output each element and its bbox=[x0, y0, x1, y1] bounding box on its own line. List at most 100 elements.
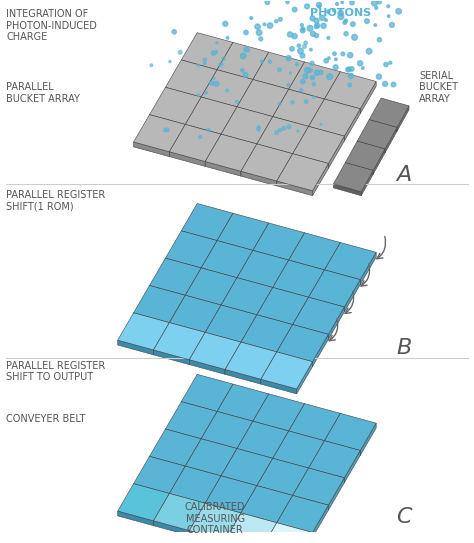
Polygon shape bbox=[309, 270, 360, 307]
Polygon shape bbox=[225, 513, 241, 543]
Polygon shape bbox=[273, 458, 309, 473]
Polygon shape bbox=[185, 124, 221, 139]
Point bbox=[337, 12, 345, 21]
Polygon shape bbox=[345, 109, 360, 141]
Polygon shape bbox=[292, 325, 328, 339]
Point bbox=[291, 5, 299, 14]
Polygon shape bbox=[261, 523, 277, 543]
Point bbox=[245, 46, 253, 55]
Polygon shape bbox=[292, 297, 309, 330]
Polygon shape bbox=[154, 521, 189, 535]
Polygon shape bbox=[253, 52, 269, 84]
Polygon shape bbox=[205, 476, 257, 513]
Polygon shape bbox=[277, 495, 328, 533]
Polygon shape bbox=[257, 287, 273, 320]
Text: PARALLEL REGISTER
SHIFT(1 ROM): PARALLEL REGISTER SHIFT(1 ROM) bbox=[6, 190, 106, 211]
Point bbox=[316, 2, 323, 11]
Polygon shape bbox=[149, 456, 185, 471]
Point bbox=[331, 49, 338, 58]
Point bbox=[338, 0, 346, 7]
Point bbox=[325, 34, 332, 42]
Point bbox=[205, 125, 212, 134]
Point bbox=[264, 0, 271, 7]
Polygon shape bbox=[261, 379, 297, 394]
Polygon shape bbox=[201, 241, 217, 273]
Point bbox=[376, 0, 383, 6]
Point bbox=[254, 22, 262, 31]
Polygon shape bbox=[292, 297, 345, 334]
Polygon shape bbox=[328, 307, 345, 339]
Point bbox=[170, 28, 178, 36]
Polygon shape bbox=[257, 117, 309, 154]
Point bbox=[299, 77, 307, 86]
Polygon shape bbox=[325, 99, 360, 113]
Text: PARALLEL
BUCKET ARRAY: PARALLEL BUCKET ARRAY bbox=[6, 83, 80, 104]
Polygon shape bbox=[205, 503, 241, 518]
Polygon shape bbox=[309, 441, 325, 473]
Point bbox=[314, 21, 321, 30]
Point bbox=[299, 25, 307, 34]
Point bbox=[322, 56, 330, 65]
Polygon shape bbox=[292, 468, 345, 505]
Point bbox=[277, 15, 284, 24]
Polygon shape bbox=[292, 468, 309, 500]
Point bbox=[289, 98, 296, 106]
Point bbox=[317, 68, 325, 77]
Text: SERIAL
BUCKET
ARRAY: SERIAL BUCKET ARRAY bbox=[419, 71, 458, 104]
Point bbox=[372, 21, 379, 29]
Polygon shape bbox=[312, 334, 328, 367]
Point bbox=[224, 34, 231, 42]
Polygon shape bbox=[169, 494, 205, 508]
Polygon shape bbox=[253, 52, 305, 89]
Point bbox=[196, 132, 204, 141]
Polygon shape bbox=[134, 286, 185, 323]
Polygon shape bbox=[309, 99, 325, 131]
Polygon shape bbox=[333, 184, 361, 195]
Polygon shape bbox=[217, 384, 233, 416]
Polygon shape bbox=[345, 280, 360, 312]
Polygon shape bbox=[289, 62, 340, 99]
Polygon shape bbox=[189, 503, 205, 535]
Polygon shape bbox=[325, 270, 360, 285]
Polygon shape bbox=[237, 449, 273, 463]
Point bbox=[201, 59, 209, 67]
Polygon shape bbox=[185, 97, 237, 134]
Point bbox=[342, 16, 350, 25]
Point bbox=[242, 71, 249, 79]
Polygon shape bbox=[241, 315, 292, 352]
Polygon shape bbox=[149, 115, 185, 129]
Polygon shape bbox=[261, 352, 312, 389]
Point bbox=[147, 61, 155, 70]
Point bbox=[242, 45, 250, 54]
Polygon shape bbox=[189, 531, 225, 543]
Polygon shape bbox=[277, 325, 328, 362]
Polygon shape bbox=[345, 451, 360, 483]
Point bbox=[202, 89, 210, 97]
Point bbox=[164, 125, 171, 134]
Point bbox=[309, 29, 317, 38]
Text: PARALLEL REGISTER
SHIFT TO OUTPUT: PARALLEL REGISTER SHIFT TO OUTPUT bbox=[6, 361, 106, 382]
Polygon shape bbox=[154, 350, 189, 364]
Polygon shape bbox=[292, 154, 328, 168]
Point bbox=[319, 14, 326, 22]
Point bbox=[332, 63, 339, 72]
Polygon shape bbox=[205, 134, 257, 171]
Point bbox=[220, 54, 228, 63]
Point bbox=[382, 60, 390, 69]
Point bbox=[201, 55, 209, 64]
Polygon shape bbox=[237, 421, 253, 453]
Polygon shape bbox=[253, 223, 269, 255]
Point bbox=[346, 65, 353, 73]
Polygon shape bbox=[221, 449, 237, 481]
Point bbox=[313, 16, 320, 25]
Polygon shape bbox=[357, 141, 385, 153]
Point bbox=[284, 0, 292, 7]
Polygon shape bbox=[297, 362, 312, 394]
Point bbox=[371, 0, 378, 8]
Polygon shape bbox=[273, 117, 309, 131]
Polygon shape bbox=[289, 233, 340, 270]
Polygon shape bbox=[165, 231, 217, 268]
Polygon shape bbox=[221, 277, 237, 310]
Polygon shape bbox=[253, 394, 305, 431]
Point bbox=[302, 97, 310, 106]
